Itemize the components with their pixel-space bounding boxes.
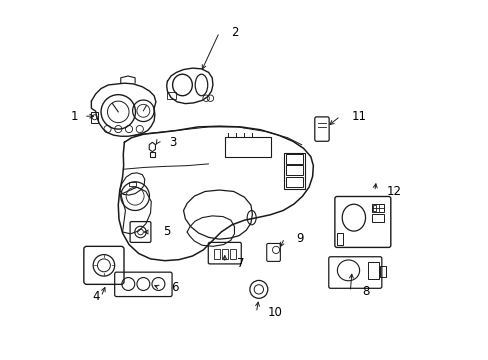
Bar (91, 112, 98, 123)
Text: 1: 1 (71, 110, 78, 123)
Bar (367, 262, 378, 279)
Bar (149, 152, 155, 157)
Bar (229, 249, 235, 259)
Bar (336, 233, 343, 245)
Bar (285, 154, 303, 164)
Text: 8: 8 (362, 285, 369, 298)
Text: 11: 11 (351, 110, 366, 123)
Text: 7: 7 (236, 257, 244, 270)
Text: 12: 12 (386, 185, 401, 198)
Bar (224, 137, 271, 157)
Bar (371, 204, 384, 212)
Text: 2: 2 (231, 26, 238, 39)
Text: 6: 6 (171, 281, 179, 294)
Bar (285, 177, 303, 187)
Bar (372, 206, 376, 211)
Bar (129, 182, 136, 186)
Bar (284, 153, 304, 189)
Bar (285, 165, 303, 175)
Text: 4: 4 (92, 290, 100, 303)
Text: 3: 3 (169, 136, 176, 149)
Text: 5: 5 (163, 225, 170, 238)
Bar (379, 266, 386, 277)
Text: 10: 10 (267, 306, 283, 319)
Bar (214, 249, 219, 259)
Bar (222, 249, 227, 259)
Bar (371, 215, 384, 222)
Bar (167, 92, 176, 99)
Text: 9: 9 (296, 231, 304, 244)
